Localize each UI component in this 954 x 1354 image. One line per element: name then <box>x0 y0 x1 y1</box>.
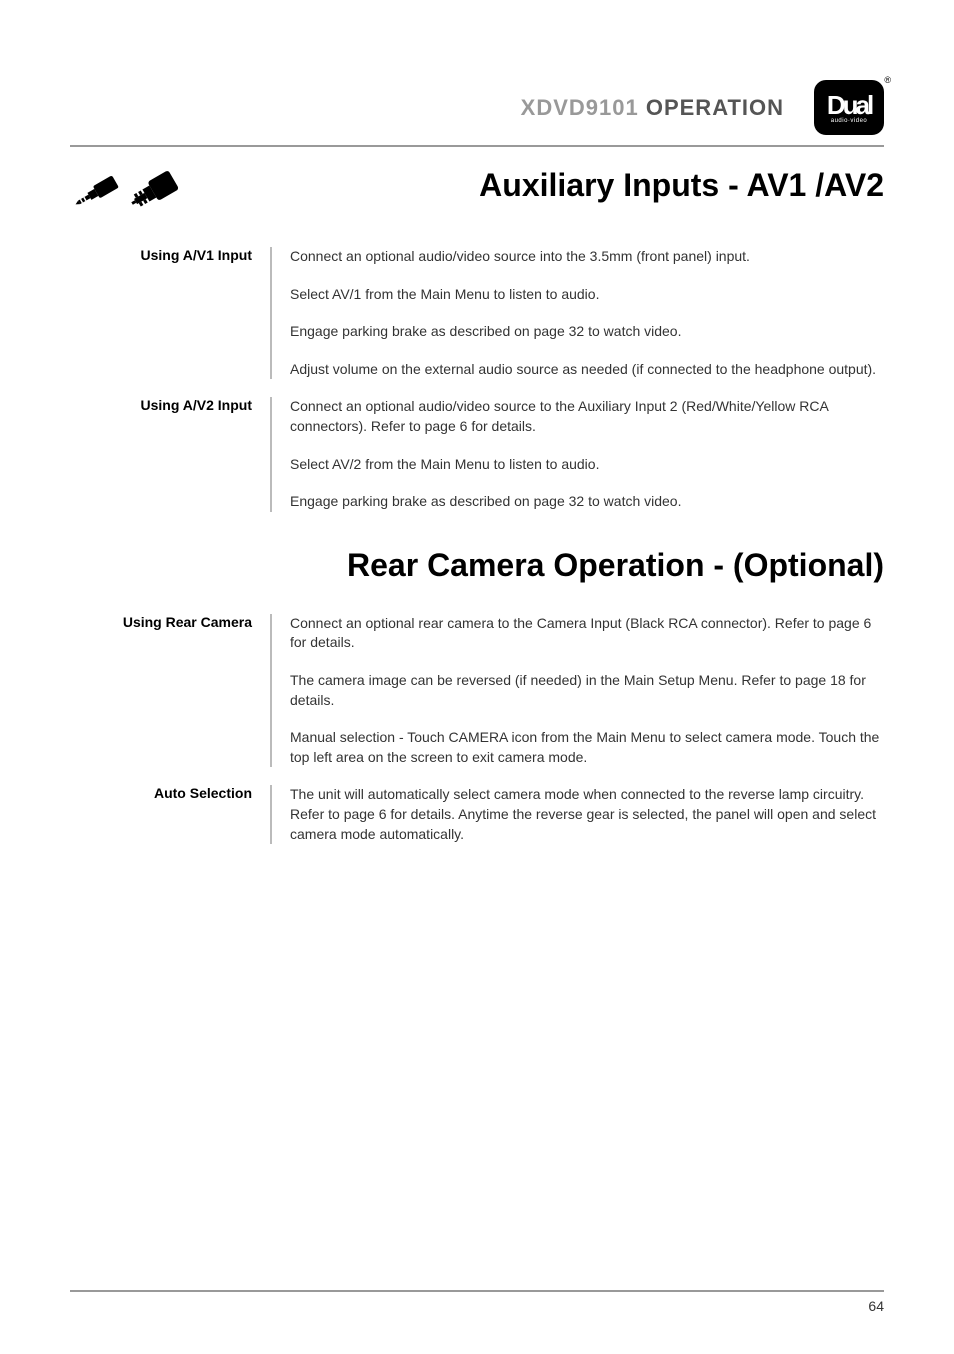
section-1-title: Auxiliary Inputs - AV1 /AV2 <box>215 167 884 204</box>
logo-text: Dual <box>827 92 871 118</box>
header-rule <box>70 145 884 147</box>
model-number: XDVD9101 <box>521 95 639 120</box>
body-text: Manual selection - Touch CAMERA icon fro… <box>290 728 884 767</box>
body-text: Engage parking brake as described on pag… <box>290 322 876 342</box>
entry-body: Connect an optional audio/video source t… <box>270 397 884 511</box>
header-label: OPERATION <box>646 95 784 120</box>
entry-label: Using Rear Camera <box>70 614 270 768</box>
entry-body: The unit will automatically select camer… <box>270 785 884 844</box>
body-text: Select AV/1 from the Main Menu to listen… <box>290 285 876 305</box>
brand-logo: ® Dual audio·video <box>814 80 884 135</box>
body-text: Engage parking brake as described on pag… <box>290 492 884 512</box>
header-text: XDVD9101 OPERATION <box>521 95 784 121</box>
entry-body: Connect an optional rear camera to the C… <box>270 614 884 768</box>
entry-label: Using A/V1 Input <box>70 247 270 379</box>
section-1-title-row: Auxiliary Inputs - AV1 /AV2 <box>70 167 884 217</box>
body-text: Select AV/2 from the Main Menu to listen… <box>290 455 884 475</box>
entry-body: Connect an optional audio/video source i… <box>270 247 876 379</box>
header-row: XDVD9101 OPERATION ® Dual audio·video <box>70 80 884 135</box>
entry-rear-camera: Using Rear Camera Connect an optional re… <box>70 614 884 768</box>
entry-auto-selection: Auto Selection The unit will automatical… <box>70 785 884 844</box>
body-text: Connect an optional audio/video source i… <box>290 247 876 267</box>
body-text: The camera image can be reversed (if nee… <box>290 671 884 710</box>
body-text: Adjust volume on the external audio sour… <box>290 360 876 380</box>
trs-plug-icon <box>70 170 120 215</box>
rca-plug-icon <box>125 167 180 217</box>
logo-subtitle: audio·video <box>831 118 868 124</box>
entry-av1: Using A/V1 Input Connect an optional aud… <box>70 247 884 379</box>
plug-icons <box>70 167 190 217</box>
registered-mark: ® <box>884 75 891 85</box>
body-text: Connect an optional audio/video source t… <box>290 397 884 436</box>
body-text: Connect an optional rear camera to the C… <box>290 614 884 653</box>
page-number: 64 <box>70 1298 884 1314</box>
body-text: The unit will automatically select camer… <box>290 785 884 844</box>
footer: 64 <box>70 1290 884 1314</box>
entry-label: Auto Selection <box>70 785 270 844</box>
entry-av2: Using A/V2 Input Connect an optional aud… <box>70 397 884 511</box>
entry-label: Using A/V2 Input <box>70 397 270 511</box>
footer-rule <box>70 1290 884 1292</box>
section-2-title: Rear Camera Operation - (Optional) <box>70 547 884 584</box>
